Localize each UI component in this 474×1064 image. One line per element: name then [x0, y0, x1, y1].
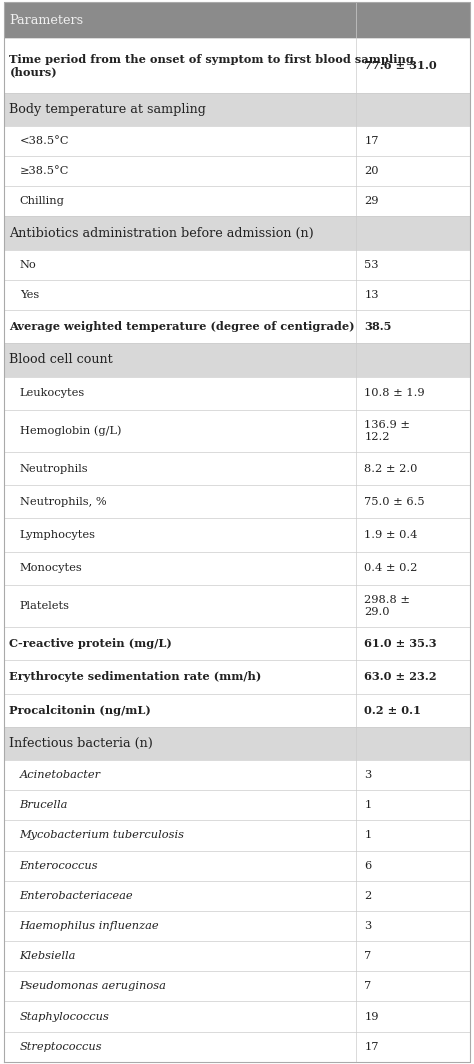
- Text: 63.0 ± 23.2: 63.0 ± 23.2: [365, 671, 437, 682]
- Bar: [356, 2, 470, 1062]
- Bar: [4, 941, 470, 971]
- Bar: [4, 791, 470, 820]
- Text: 29: 29: [365, 197, 379, 206]
- Bar: [4, 38, 470, 93]
- Bar: [4, 627, 470, 661]
- Bar: [4, 911, 470, 941]
- Text: 7: 7: [365, 981, 372, 992]
- Text: Parameters: Parameters: [9, 14, 83, 27]
- Text: ≥38.5°C: ≥38.5°C: [19, 166, 69, 177]
- Text: Erythrocyte sedimentation rate (mm/h): Erythrocyte sedimentation rate (mm/h): [9, 671, 262, 682]
- Text: 53: 53: [365, 260, 379, 270]
- Bar: [4, 93, 470, 126]
- Text: Neutrophils: Neutrophils: [19, 464, 88, 473]
- Bar: [4, 551, 470, 585]
- Text: Blood cell count: Blood cell count: [9, 353, 113, 366]
- Text: 136.9 ±
12.2: 136.9 ± 12.2: [365, 420, 410, 442]
- Text: Hemoglobin (g/L): Hemoglobin (g/L): [19, 426, 121, 436]
- Bar: [4, 971, 470, 1001]
- Bar: [4, 250, 470, 280]
- Text: 10.8 ± 1.9: 10.8 ± 1.9: [365, 388, 425, 398]
- Text: Body temperature at sampling: Body temperature at sampling: [9, 103, 206, 116]
- Text: 1.9 ± 0.4: 1.9 ± 0.4: [365, 530, 418, 541]
- Bar: [4, 518, 470, 551]
- Text: 0.2 ± 0.1: 0.2 ± 0.1: [365, 704, 421, 716]
- Text: Lymphocytes: Lymphocytes: [19, 530, 96, 541]
- Text: 13: 13: [365, 290, 379, 300]
- Text: 20: 20: [365, 166, 379, 177]
- Bar: [4, 310, 470, 344]
- Text: 7: 7: [365, 951, 372, 961]
- Text: 1: 1: [365, 800, 372, 811]
- Text: 19: 19: [365, 1012, 379, 1021]
- Text: Streptococcus: Streptococcus: [19, 1042, 102, 1052]
- Bar: [4, 216, 470, 250]
- Text: Klebsiella: Klebsiella: [19, 951, 76, 961]
- Text: 2: 2: [365, 891, 372, 901]
- Text: Acinetobacter: Acinetobacter: [19, 770, 101, 780]
- Text: 1: 1: [365, 830, 372, 841]
- Bar: [4, 727, 470, 760]
- Text: Haemophilus influenzae: Haemophilus influenzae: [19, 921, 159, 931]
- Bar: [4, 2, 470, 38]
- Text: Brucella: Brucella: [19, 800, 68, 811]
- Text: No: No: [19, 260, 36, 270]
- Text: <38.5°C: <38.5°C: [19, 136, 69, 146]
- Text: Enterococcus: Enterococcus: [19, 861, 98, 870]
- Bar: [4, 694, 470, 727]
- Bar: [4, 661, 470, 694]
- Text: Infectious bacteria (n): Infectious bacteria (n): [9, 737, 153, 750]
- Text: Enterobacteriaceae: Enterobacteriaceae: [19, 891, 133, 901]
- Text: 75.0 ± 6.5: 75.0 ± 6.5: [365, 497, 425, 506]
- Text: Leukocytes: Leukocytes: [19, 388, 85, 398]
- Bar: [4, 1032, 470, 1062]
- Bar: [4, 760, 470, 791]
- Bar: [4, 126, 470, 156]
- Bar: [4, 344, 470, 377]
- Text: Pseudomonas aeruginosa: Pseudomonas aeruginosa: [19, 981, 166, 992]
- Text: 17: 17: [365, 136, 379, 146]
- Text: 38.5: 38.5: [365, 321, 392, 332]
- Bar: [4, 280, 470, 310]
- Text: Mycobacterium tuberculosis: Mycobacterium tuberculosis: [19, 830, 185, 841]
- Bar: [4, 156, 470, 186]
- Bar: [4, 585, 470, 627]
- Text: Staphylococcus: Staphylococcus: [19, 1012, 109, 1021]
- Text: Antibiotics administration before admission (n): Antibiotics administration before admiss…: [9, 227, 314, 239]
- Text: 8.2 ± 2.0: 8.2 ± 2.0: [365, 464, 418, 473]
- Text: Time period from the onset of symptom to first blood sampling
(hours): Time period from the onset of symptom to…: [9, 53, 414, 78]
- Text: Chilling: Chilling: [19, 197, 64, 206]
- Text: 298.8 ±
29.0: 298.8 ± 29.0: [365, 595, 410, 617]
- Bar: [4, 1001, 470, 1032]
- Bar: [4, 485, 470, 518]
- Text: Yes: Yes: [19, 290, 39, 300]
- Bar: [4, 820, 470, 850]
- Bar: [4, 881, 470, 911]
- Text: Monocytes: Monocytes: [19, 563, 82, 573]
- Text: Platelets: Platelets: [19, 601, 70, 611]
- Text: C-reactive protein (mg/L): C-reactive protein (mg/L): [9, 638, 172, 649]
- Text: 61.0 ± 35.3: 61.0 ± 35.3: [365, 638, 437, 649]
- Bar: [4, 377, 470, 410]
- Text: 77.6 ± 31.0: 77.6 ± 31.0: [365, 60, 437, 71]
- Text: 0.4 ± 0.2: 0.4 ± 0.2: [365, 563, 418, 573]
- Bar: [4, 850, 470, 881]
- Text: 3: 3: [365, 770, 372, 780]
- Text: 17: 17: [365, 1042, 379, 1052]
- Text: Neutrophils, %: Neutrophils, %: [19, 497, 106, 506]
- Text: Average weighted temperature (degree of centigrade): Average weighted temperature (degree of …: [9, 321, 355, 332]
- Text: Procalcitonin (ng/mL): Procalcitonin (ng/mL): [9, 704, 151, 716]
- Text: 6: 6: [365, 861, 372, 870]
- Bar: [4, 186, 470, 216]
- Text: 3: 3: [365, 921, 372, 931]
- Bar: [4, 452, 470, 485]
- Bar: [4, 410, 470, 452]
